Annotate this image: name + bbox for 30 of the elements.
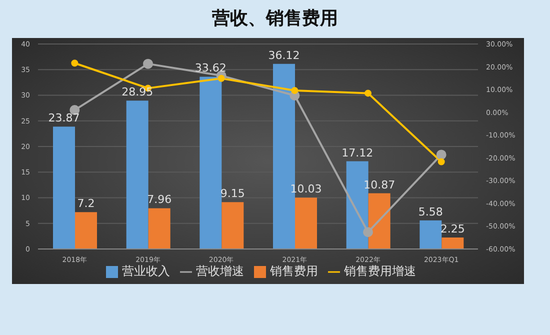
bar: [368, 193, 390, 249]
bar: [295, 198, 317, 249]
point: [364, 90, 372, 97]
bar: [75, 212, 97, 249]
bar: [148, 208, 170, 249]
bar: [442, 237, 464, 249]
point: [436, 150, 446, 160]
point: [218, 74, 225, 82]
point: [71, 60, 78, 67]
data-label: 36.12: [268, 48, 300, 62]
legend-label: 销售费用增速: [344, 264, 416, 278]
point: [438, 158, 445, 166]
data-label: 5.58: [418, 205, 443, 218]
point: [143, 58, 153, 69]
bar: [200, 76, 222, 249]
data-label: 23.87: [48, 112, 80, 125]
bar: [53, 126, 75, 249]
chart-title: 营收、销售费用: [211, 7, 339, 30]
bar: [420, 220, 442, 249]
point: [291, 86, 298, 94]
legend-label: 营业收入: [122, 264, 170, 278]
bar: [222, 202, 244, 249]
legend-label: 营收增速: [196, 264, 244, 278]
legend-label: 销售费用: [270, 264, 318, 278]
data-label: 28.95: [122, 86, 154, 99]
point: [363, 227, 373, 238]
data-label: 17.12: [342, 146, 374, 160]
data-label: 7.2: [77, 197, 95, 210]
data-label: 33.62: [194, 62, 226, 75]
bar: [126, 100, 148, 249]
